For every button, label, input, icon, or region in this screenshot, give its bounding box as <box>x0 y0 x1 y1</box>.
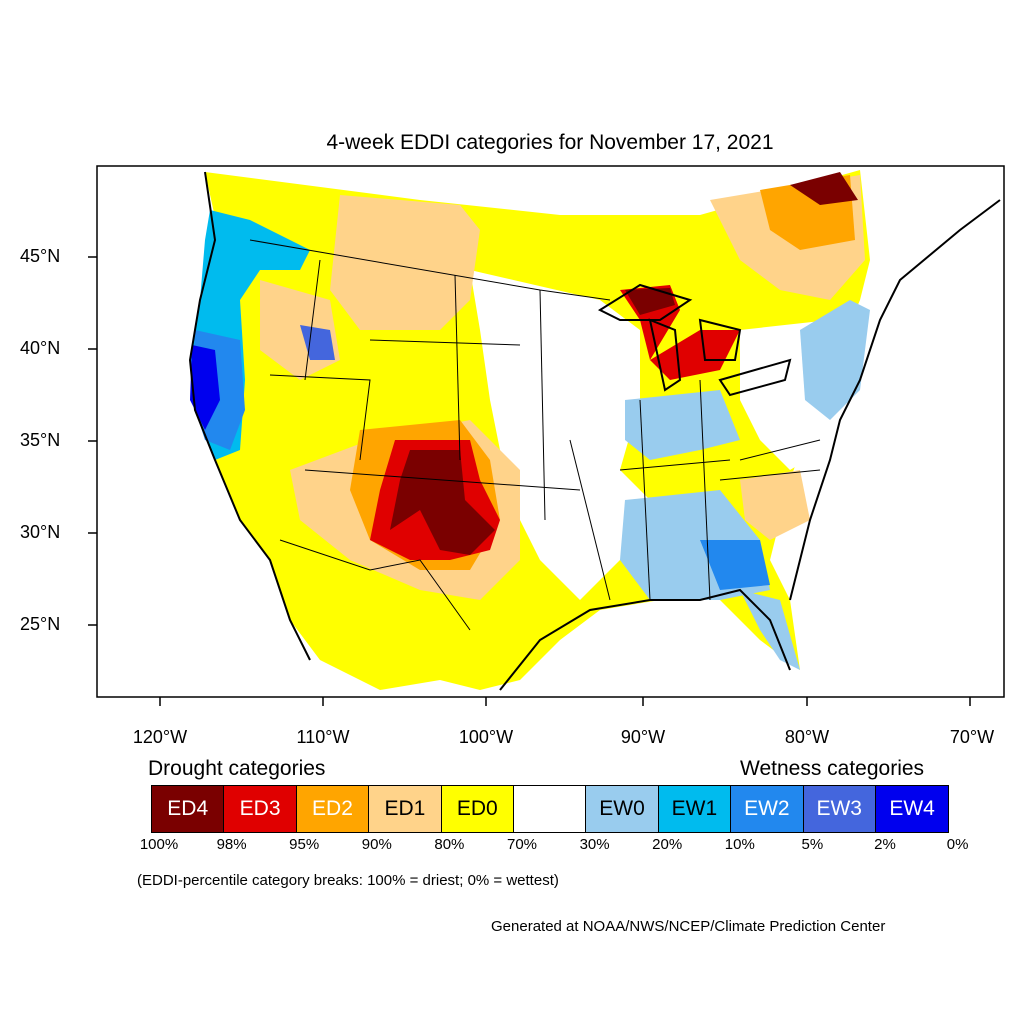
ed4-region-lake-superior <box>625 288 675 315</box>
legend-swatch-neutral <box>513 786 587 832</box>
lat-label-30: 30°N <box>20 522 61 542</box>
percentile-break-label: 5% <box>801 836 824 853</box>
ew0-region-florida <box>740 590 800 670</box>
legend-swatch-ew3: EW3 <box>803 786 876 832</box>
lon-label-120: 120°W <box>132 727 188 747</box>
percentile-break-label: 98% <box>216 836 247 853</box>
credit-line: Generated at NOAA/NWS/NCEP/Climate Predi… <box>491 918 886 935</box>
legend-swatch-ew4: EW4 <box>875 786 949 832</box>
ew0-region-ohio-valley <box>625 390 740 460</box>
legend-swatch-ed2: ED2 <box>296 786 370 832</box>
percentile-break-label: 30% <box>579 836 610 853</box>
lon-label-70: 70°W <box>949 727 995 747</box>
ed4-region-northeast <box>790 172 858 205</box>
ew1-region-georgia <box>700 540 770 590</box>
state-boundaries <box>249 239 821 631</box>
lat-label-25: 25°N <box>20 614 61 634</box>
ed1-region-southeast <box>740 470 810 540</box>
lat-label-35: 35°N <box>20 430 61 450</box>
legend-swatch-ed0: ED0 <box>441 786 514 832</box>
lat-label-40: 40°N <box>20 338 61 358</box>
lon-label-90: 90°W <box>620 727 666 747</box>
percentile-break-label: 0% <box>946 836 969 853</box>
great-lakes <box>597 283 792 397</box>
lon-label-100: 100°W <box>458 727 514 747</box>
drought-categories-heading: Drought categories <box>148 757 326 780</box>
percentile-break-label: 100% <box>139 836 179 853</box>
category-note: (EDDI-percentile category breaks: 100% =… <box>137 872 559 889</box>
category-legend: ED4 ED3 ED2 ED1 ED0 EW0 EW1 EW2 EW3 EW4 <box>151 785 950 833</box>
percentile-break-label: 80% <box>434 836 465 853</box>
map-title: 4-week EDDI categories for November 17, … <box>326 131 774 154</box>
percentile-break-label: 20% <box>652 836 683 853</box>
axis-ticks <box>88 256 971 706</box>
map-frame <box>96 165 1005 698</box>
percentile-break-label: 95% <box>289 836 320 853</box>
legend-swatch-ed1: ED1 <box>369 786 442 832</box>
legend-swatch-ew0: EW0 <box>586 786 659 832</box>
ew0-region-northeast <box>800 300 870 420</box>
percentile-break-label: 2% <box>874 836 896 853</box>
percentile-break-label: 10% <box>724 836 755 853</box>
ed4-region-southwest <box>390 450 495 555</box>
legend-swatch-ew2: EW2 <box>731 786 804 832</box>
lon-label-110: 110°W <box>296 727 350 747</box>
ew4-region-california <box>190 345 220 430</box>
ed1-region-north <box>330 195 480 330</box>
lat-label-45: 45°N <box>20 246 61 266</box>
legend-swatch-ed3: ED3 <box>224 786 297 832</box>
legend-swatch-ed4: ED4 <box>152 786 225 832</box>
white-region-central <box>470 270 650 600</box>
legend-swatch-ew1: EW1 <box>658 786 732 832</box>
coastlines <box>188 171 1001 691</box>
percentile-break-label: 70% <box>506 836 538 853</box>
percentile-break-label: 90% <box>361 836 392 853</box>
lon-label-80: 80°W <box>784 727 830 747</box>
wetness-categories-heading: Wetness categories <box>740 757 925 780</box>
